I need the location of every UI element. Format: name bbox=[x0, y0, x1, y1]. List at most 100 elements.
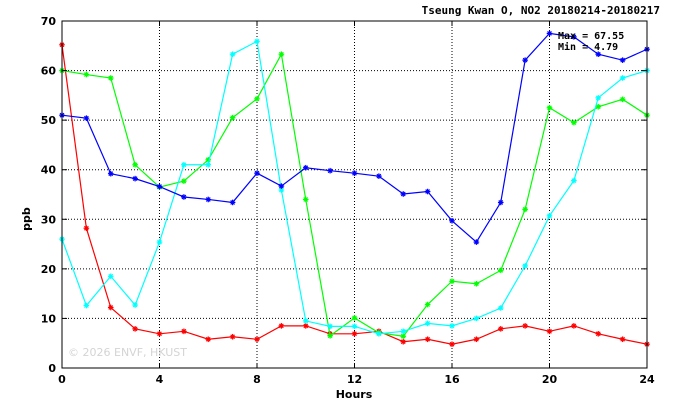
x-tick-label: 20 bbox=[542, 373, 558, 386]
data-point bbox=[229, 51, 236, 58]
min-label: Min = 4.79 bbox=[558, 41, 618, 53]
tick-marks bbox=[61, 20, 648, 369]
y-tick-label: 70 bbox=[41, 15, 57, 28]
data-point bbox=[181, 328, 187, 335]
data-point bbox=[424, 336, 431, 343]
data-point bbox=[327, 323, 333, 330]
x-axis-label: Hours bbox=[336, 388, 373, 401]
watermark: © 2026 ENVF, HKUST bbox=[68, 346, 187, 359]
data-point bbox=[473, 336, 480, 343]
data-point bbox=[522, 57, 528, 63]
data-point bbox=[107, 273, 114, 280]
data-point bbox=[302, 323, 309, 329]
y-tick-label: 20 bbox=[41, 263, 57, 276]
data-point bbox=[449, 278, 455, 285]
data-point bbox=[449, 323, 455, 329]
data-point bbox=[351, 330, 358, 337]
data-point bbox=[107, 75, 114, 81]
data-point bbox=[254, 38, 260, 45]
y-axis-label: ppb bbox=[20, 207, 33, 231]
data-point bbox=[181, 161, 187, 168]
data-point bbox=[522, 206, 528, 213]
data-point bbox=[254, 170, 260, 176]
data-point bbox=[595, 51, 602, 58]
data-point bbox=[400, 338, 407, 345]
series-group bbox=[59, 30, 650, 348]
x-tick-label: 24 bbox=[639, 373, 655, 386]
data-point bbox=[546, 30, 553, 37]
data-point bbox=[181, 194, 187, 200]
data-point bbox=[351, 170, 358, 176]
data-point bbox=[229, 114, 236, 121]
chart-title: Tseung Kwan O, NO2 20180214-20180217 bbox=[422, 4, 660, 17]
data-point bbox=[156, 183, 163, 190]
data-point bbox=[229, 333, 236, 340]
data-point bbox=[571, 323, 577, 329]
data-point bbox=[522, 323, 528, 329]
data-point bbox=[497, 267, 504, 274]
y-tick-label: 10 bbox=[41, 312, 57, 325]
x-tick-label: 4 bbox=[156, 373, 164, 386]
data-point bbox=[302, 164, 309, 171]
data-point bbox=[400, 191, 407, 197]
y-tick-label: 30 bbox=[41, 213, 57, 226]
data-point bbox=[449, 341, 455, 348]
y-tick-labels: 0 10 20 30 40 50 60 70 bbox=[41, 15, 57, 375]
data-point bbox=[595, 95, 602, 101]
data-point bbox=[302, 318, 309, 324]
data-point bbox=[546, 104, 553, 111]
data-point bbox=[424, 188, 431, 195]
data-point bbox=[327, 167, 333, 174]
data-point bbox=[571, 119, 577, 126]
data-point bbox=[302, 196, 309, 203]
data-point bbox=[254, 336, 260, 343]
data-point bbox=[376, 330, 382, 337]
data-point bbox=[571, 177, 577, 184]
data-point bbox=[229, 199, 236, 206]
x-tick-label: 16 bbox=[444, 373, 460, 386]
grid-lines bbox=[62, 21, 647, 368]
data-point bbox=[619, 336, 626, 343]
series-line bbox=[61, 44, 648, 345]
data-point bbox=[278, 183, 285, 189]
y-tick-label: 60 bbox=[41, 65, 57, 78]
series-2 bbox=[59, 38, 650, 337]
y-tick-label: 0 bbox=[48, 362, 56, 375]
data-point bbox=[205, 161, 212, 168]
data-point bbox=[132, 175, 138, 182]
data-point bbox=[107, 304, 114, 311]
data-point bbox=[254, 96, 260, 102]
data-point bbox=[132, 302, 138, 308]
data-point bbox=[571, 34, 577, 40]
data-point bbox=[83, 225, 90, 232]
data-point bbox=[473, 239, 480, 245]
data-point bbox=[522, 263, 528, 269]
data-point bbox=[497, 199, 504, 206]
x-tick-labels: 0 4 8 12 16 20 24 bbox=[58, 373, 655, 386]
data-point bbox=[473, 280, 480, 287]
data-point bbox=[546, 328, 553, 335]
y-tick-label: 40 bbox=[41, 164, 57, 177]
data-point bbox=[424, 320, 431, 327]
data-point bbox=[156, 330, 163, 337]
data-point bbox=[107, 170, 114, 177]
data-point bbox=[181, 178, 187, 184]
data-point bbox=[449, 217, 455, 224]
data-point bbox=[400, 333, 407, 340]
data-point bbox=[132, 326, 138, 332]
data-point bbox=[497, 305, 504, 311]
data-point bbox=[205, 336, 212, 343]
x-tick-label: 8 bbox=[253, 373, 261, 386]
data-point bbox=[400, 328, 407, 335]
series-line bbox=[61, 40, 648, 335]
data-point bbox=[327, 332, 333, 339]
max-label: Max = 67.55 bbox=[558, 31, 624, 42]
data-point bbox=[83, 302, 90, 309]
data-point bbox=[497, 326, 504, 332]
data-point bbox=[619, 96, 626, 103]
data-point bbox=[83, 115, 90, 121]
x-tick-label: 12 bbox=[347, 373, 362, 386]
data-point bbox=[546, 213, 553, 219]
data-point bbox=[83, 71, 90, 78]
